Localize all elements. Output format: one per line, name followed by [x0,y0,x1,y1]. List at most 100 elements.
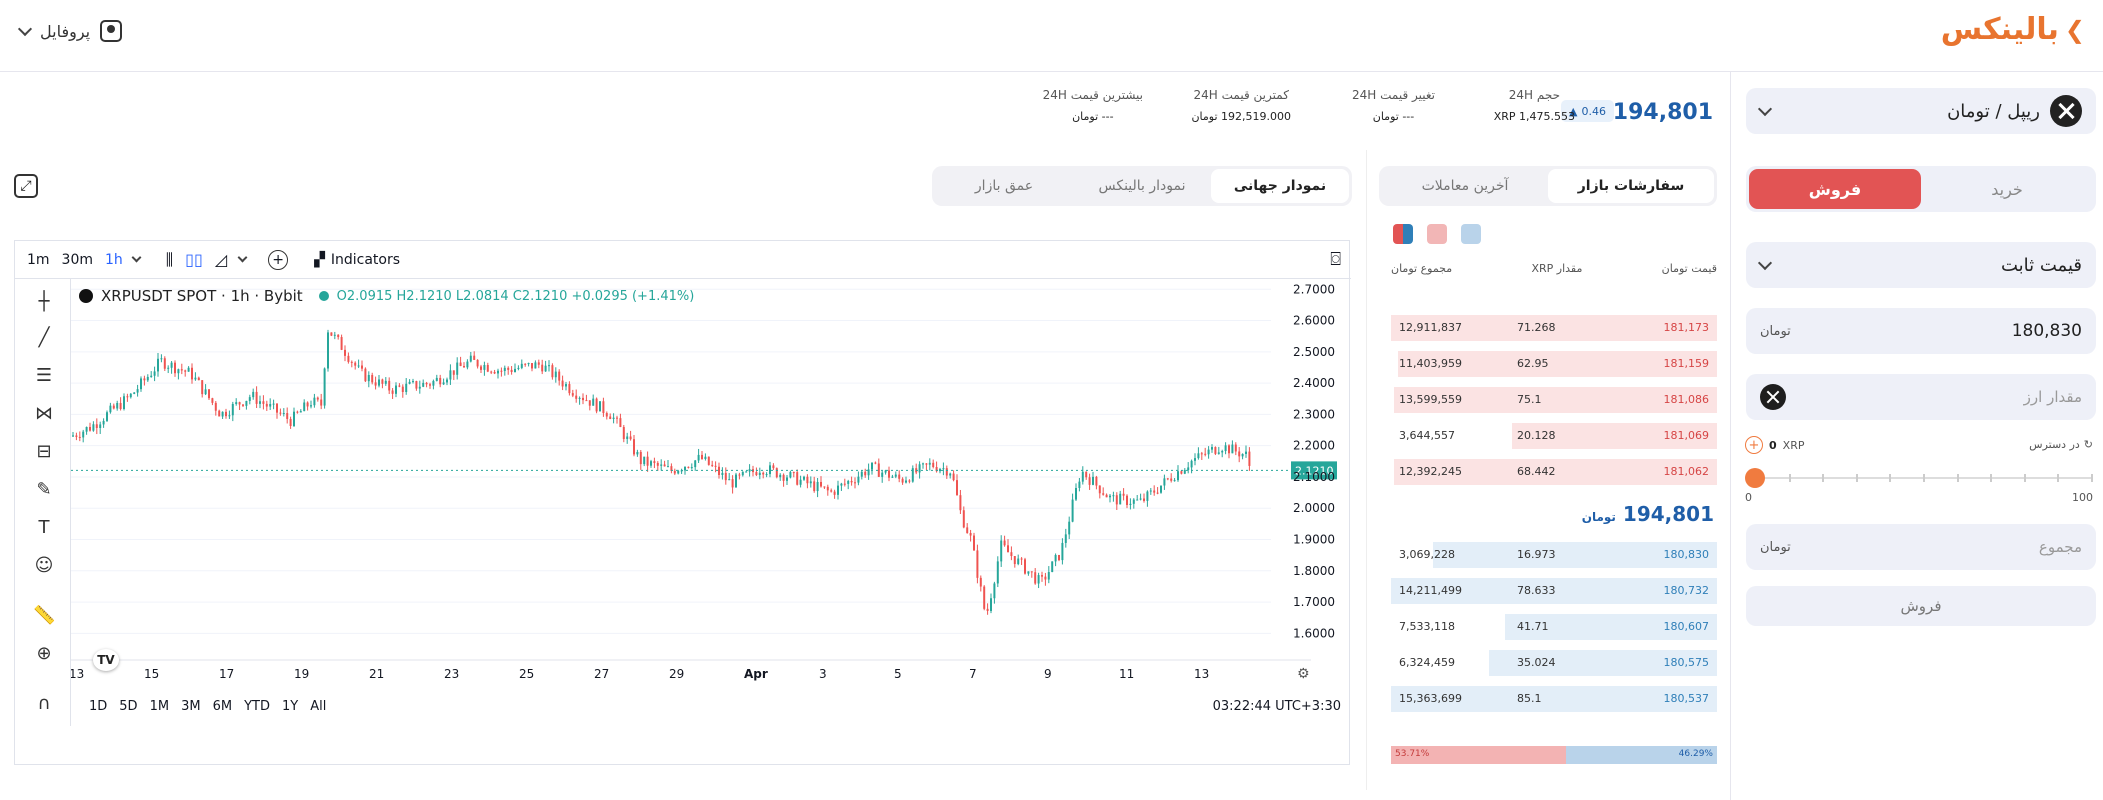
interval-30m[interactable]: 30m [61,251,93,268]
candle-body [1102,493,1105,495]
magnet-icon[interactable]: ∩ [37,693,51,714]
bid-row[interactable]: 15,363,699 85.1 180,537 [1391,686,1717,712]
add-compare-icon[interactable]: + [268,249,289,270]
range-6m[interactable]: 6M [212,698,233,714]
amount-slider[interactable] [1753,477,2091,479]
candle-body [435,377,438,381]
candle-body [112,405,115,409]
refresh-icon[interactable]: ↻ [2083,438,2093,451]
pattern-icon[interactable]: ⋈ [35,403,53,424]
indicators-button[interactable]: Indicators [330,251,401,268]
submit-sell-button[interactable]: فروش [1746,586,2096,626]
camera-icon[interactable]: ⌼ [1330,249,1341,270]
tab-market-orders[interactable]: سفارشات بازار [1548,169,1714,203]
tab-balinex-chart[interactable]: نمودار بالینکس [1098,178,1186,194]
candle-body [1149,490,1152,492]
profile-menu[interactable]: پروفایل [17,20,123,42]
slider-handle[interactable] [1745,468,1765,488]
tab-global-chart[interactable]: نمودار جهانی [1211,169,1349,203]
pair-selector[interactable]: ریپل / تومان [1746,88,2096,134]
tab-market-depth[interactable]: عمق بازار [974,178,1034,194]
candle-body [993,583,996,599]
fib-icon[interactable]: ☰ [35,365,53,386]
candle-body [1078,481,1081,488]
add-funds-icon[interactable]: + [1745,436,1763,454]
bid-row[interactable]: 7,533,118 41.71 180,607 [1391,614,1717,640]
x-tick-label: 23 [444,667,459,681]
slider-tick [1855,474,1858,482]
chevron-down-icon[interactable] [131,252,142,263]
brush-icon[interactable]: ✎ [36,479,52,500]
ask-row[interactable]: 12,392,245 68.442 181,062 [1391,459,1717,485]
zoom-icon[interactable]: ⊕ [36,643,52,664]
crosshair-icon[interactable]: ┼ [38,291,50,312]
amount-input[interactable]: مقدار ارز [1746,374,2096,420]
view-both-icon[interactable] [1393,224,1413,244]
candle-body [537,362,540,365]
range-all[interactable]: All [310,698,327,714]
tradingview-logo[interactable]: TV [93,649,119,671]
ask-row[interactable]: 12,911,837 71.268 181,173 [1391,315,1717,341]
bid-row[interactable]: 14,211,499 78.633 180,732 [1391,578,1717,604]
row-amount: 78.633 [1517,584,1556,597]
tab-buy[interactable]: خرید [1991,179,2023,199]
indicators-icon[interactable]: ▞ [314,251,325,268]
price-input[interactable]: 180,830 تومان [1746,308,2096,354]
candle-body [1122,493,1125,496]
chevron-down-icon[interactable] [237,252,248,263]
price-chart[interactable]: 2.1210 2.7000 2.6000 2.5000 2.4000 2.3000 2.20… [69,279,1351,686]
candle-body [384,380,387,384]
view-asks-icon[interactable] [1427,224,1447,244]
prediction-icon[interactable]: ⊟ [36,441,52,462]
candle-body [636,451,639,455]
interval-1m[interactable]: 1m [27,251,50,268]
range-5d[interactable]: 5D [119,698,138,714]
candle-body [1037,575,1040,584]
candle-body [1207,449,1210,455]
candle-body [891,476,894,478]
candle-body [242,404,244,406]
bid-row[interactable]: 3,069,228 16.973 180,830 [1391,542,1717,568]
ask-row[interactable]: 3,644,557 20.128 181,069 [1391,423,1717,449]
range-1d[interactable]: 1D [89,698,108,714]
candle-body [561,380,564,387]
range-1m[interactable]: 1M [149,698,170,714]
x-tick-label: 7 [969,667,977,681]
total-input[interactable]: مجموع تومان [1746,524,2096,570]
order-type-select[interactable]: قیمت ثابت [1746,242,2096,288]
candle-body [425,382,428,385]
ask-row[interactable]: 11,403,959 62.95 181,159 [1391,351,1717,377]
candle-body [1234,444,1237,452]
candle-body [626,436,629,440]
range-ytd[interactable]: YTD [244,698,270,714]
x-tick-label: 21 [369,667,384,681]
logo[interactable]: ❯ بالینکس [1941,12,2085,47]
area-chart-icon[interactable]: ◿ [214,250,228,269]
range-1y[interactable]: 1Y [281,698,299,714]
candle-body [153,371,156,376]
candle-body [738,474,741,476]
interval-1h[interactable]: 1h [105,251,123,268]
candle-body [646,456,649,466]
emoji-icon[interactable]: ☺ [34,555,54,576]
bid-row[interactable]: 6,324,459 35.024 180,575 [1391,650,1717,676]
ask-row[interactable]: 13,599,559 75.1 181,086 [1391,387,1717,413]
candles-icon[interactable]: ▯▯ [185,250,203,269]
tab-sell[interactable]: فروش [1749,169,1921,209]
candle-body [602,401,605,414]
range-3m[interactable]: 3M [181,698,201,714]
candle-body [238,402,241,405]
candle-body [1245,451,1247,454]
fullscreen-icon[interactable]: ⤢ [14,174,38,198]
candle-body [92,424,95,431]
tab-recent-trades[interactable]: آخرین معاملات [1421,178,1509,194]
trend-line-icon[interactable]: ╱ [38,327,50,348]
ruler-icon[interactable]: 📏 [33,605,56,626]
text-icon[interactable]: T [38,517,50,538]
view-bids-icon[interactable] [1461,224,1481,244]
candle-body [469,355,472,362]
candle-body [354,362,357,366]
candle-body [150,375,153,377]
bar-style-icon[interactable]: ⫼ [165,249,174,269]
candle-body [1248,451,1251,466]
